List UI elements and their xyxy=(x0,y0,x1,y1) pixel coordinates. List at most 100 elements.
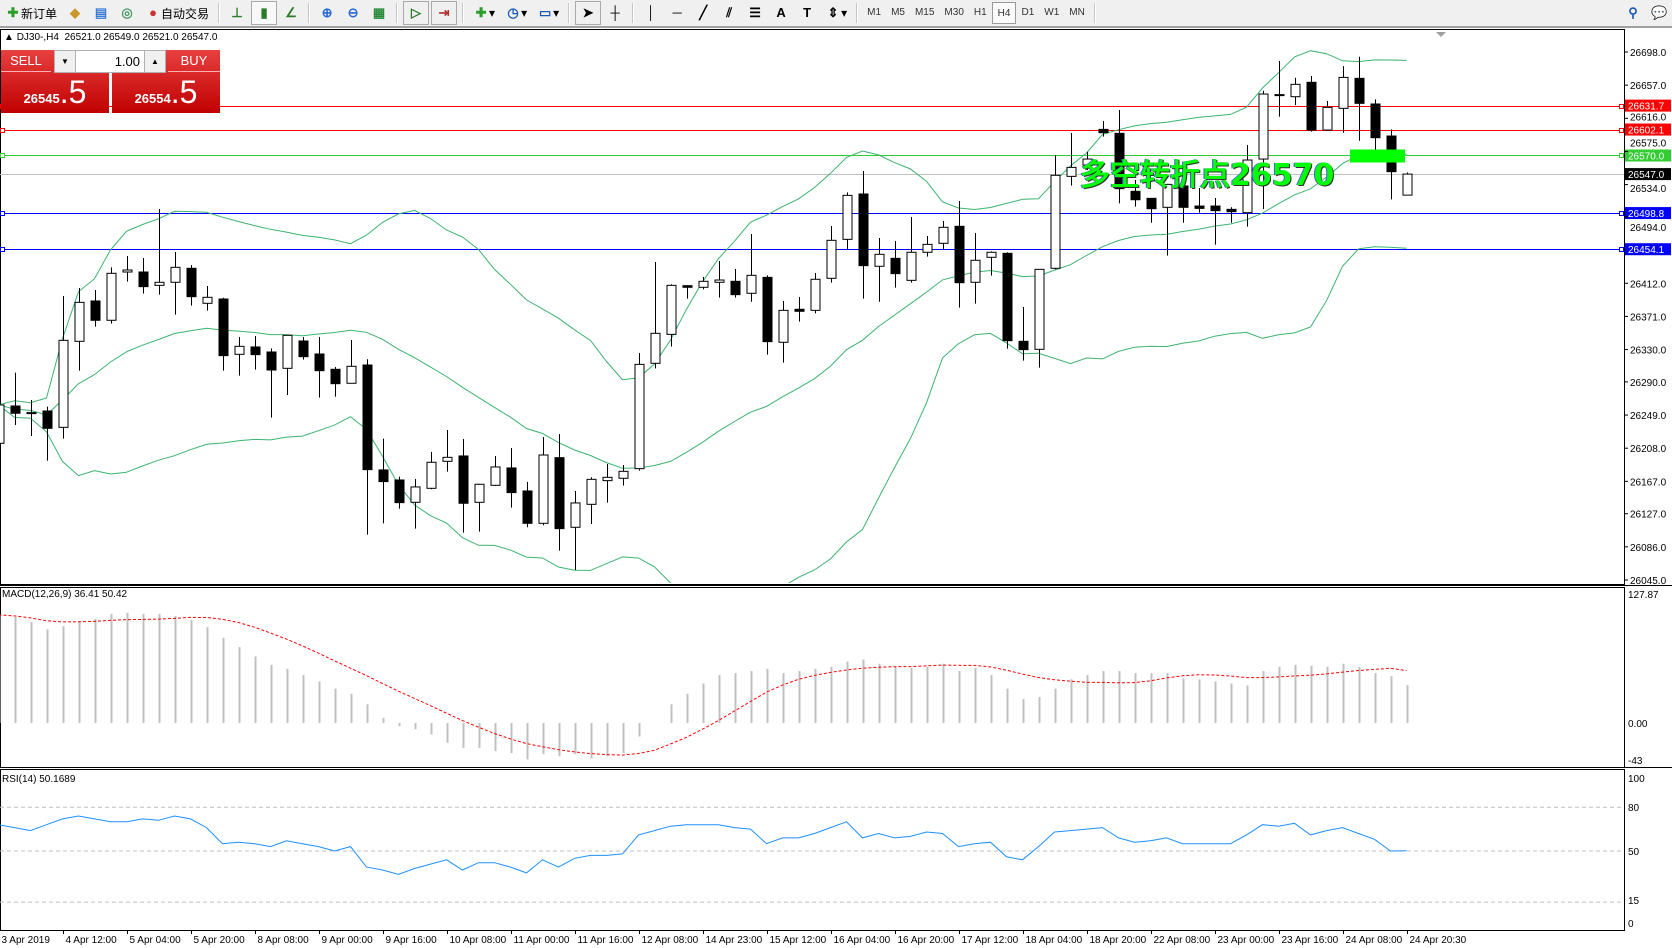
candle[interactable] xyxy=(1274,61,1285,117)
candle[interactable] xyxy=(506,447,517,508)
signals-button[interactable]: ◎ xyxy=(115,2,139,24)
candle[interactable] xyxy=(538,436,549,526)
candle[interactable] xyxy=(0,402,5,446)
candle[interactable] xyxy=(666,284,677,347)
collapse-triangle-icon[interactable]: ▲ xyxy=(4,32,17,43)
candle[interactable] xyxy=(1306,76,1317,132)
candle[interactable] xyxy=(986,251,997,276)
market-watch-button[interactable]: ◆ xyxy=(63,2,87,24)
line-anchor-handle[interactable] xyxy=(0,247,5,252)
candle[interactable] xyxy=(42,406,53,461)
candle[interactable] xyxy=(1018,307,1029,361)
line-chart-button[interactable]: ∠ xyxy=(279,2,303,24)
lot-increase-button[interactable]: ▲ xyxy=(151,57,159,66)
auto-trading-button[interactable]: ● 自动交易 xyxy=(141,2,213,24)
candle[interactable] xyxy=(858,171,869,299)
templates-button[interactable]: ▭ ▾ xyxy=(538,5,560,20)
candle[interactable] xyxy=(794,296,805,322)
candle[interactable] xyxy=(58,295,69,439)
lot-stepper[interactable]: ▼ 1.00 ▲ xyxy=(54,50,166,73)
candle[interactable] xyxy=(1242,144,1253,227)
candle[interactable] xyxy=(1114,110,1125,204)
candle[interactable] xyxy=(1066,133,1077,186)
zoom-out-button[interactable]: ⊖ xyxy=(341,2,365,24)
cursor-button[interactable]: ➤ xyxy=(575,1,602,25)
search-button[interactable]: ⚲ xyxy=(1621,2,1645,24)
candle[interactable] xyxy=(874,237,885,302)
zoom-in-button[interactable]: ⊕ xyxy=(315,2,339,24)
trendline-button[interactable]: ╱ xyxy=(691,2,715,24)
candle[interactable] xyxy=(890,240,901,288)
candle[interactable] xyxy=(826,226,837,283)
candle[interactable] xyxy=(1386,129,1397,200)
candle[interactable] xyxy=(74,288,85,371)
candle[interactable] xyxy=(1210,198,1221,245)
timeframe-mn[interactable]: MN xyxy=(1069,6,1085,18)
candle[interactable] xyxy=(1194,188,1205,213)
timeframe-m15[interactable]: M15 xyxy=(914,6,935,18)
new-order-button[interactable]: ✚ 新订单 xyxy=(1,2,61,24)
timeframe-m1[interactable]: M1 xyxy=(867,6,882,18)
candle[interactable] xyxy=(1226,207,1237,223)
candle[interactable] xyxy=(810,272,821,314)
candle[interactable] xyxy=(730,269,741,298)
line-anchor-handle[interactable] xyxy=(1619,211,1624,216)
candle[interactable] xyxy=(346,340,357,384)
candle[interactable] xyxy=(1050,155,1061,270)
candle[interactable] xyxy=(362,359,373,535)
candle[interactable] xyxy=(1162,183,1173,256)
candle[interactable] xyxy=(474,483,485,532)
candle[interactable] xyxy=(442,430,453,472)
candle[interactable] xyxy=(938,220,949,249)
candle[interactable] xyxy=(970,232,981,304)
candle[interactable] xyxy=(1002,252,1013,349)
candle[interactable] xyxy=(906,217,917,283)
equidistant-channel-button[interactable]: ⫽ xyxy=(717,2,741,24)
candle[interactable] xyxy=(1258,90,1269,210)
vertical-line-button[interactable]: │ xyxy=(639,2,663,24)
candle[interactable] xyxy=(1082,151,1093,171)
candle[interactable] xyxy=(154,209,165,295)
line-anchor-handle[interactable] xyxy=(1619,153,1624,158)
candle[interactable] xyxy=(1290,77,1301,106)
candle[interactable] xyxy=(26,400,37,436)
candle[interactable] xyxy=(586,477,597,524)
candle[interactable] xyxy=(714,261,725,298)
tile-windows-button[interactable]: ▦ xyxy=(367,2,391,24)
candle[interactable] xyxy=(650,261,661,369)
candle[interactable] xyxy=(570,490,581,570)
annotation-text[interactable]: 多空转折点26570 xyxy=(1080,158,1335,193)
candle[interactable] xyxy=(122,256,133,282)
candle[interactable] xyxy=(1370,99,1381,151)
candle[interactable] xyxy=(1034,268,1045,368)
candle[interactable] xyxy=(1338,66,1349,133)
line-anchor-handle[interactable] xyxy=(1619,128,1624,133)
candle[interactable] xyxy=(1322,100,1333,131)
candle[interactable] xyxy=(106,267,117,324)
chart-shift-marker-icon[interactable] xyxy=(1436,32,1446,37)
candle[interactable] xyxy=(1130,179,1141,207)
indicators-button[interactable]: ✚ ▾ xyxy=(469,2,499,24)
candle[interactable] xyxy=(1098,121,1109,137)
candle[interactable] xyxy=(922,235,933,257)
candle[interactable] xyxy=(1178,183,1189,223)
line-anchor-handle[interactable] xyxy=(0,211,5,216)
candle[interactable] xyxy=(746,234,757,302)
candle[interactable] xyxy=(1402,172,1413,196)
candle[interactable] xyxy=(698,277,709,290)
candle[interactable] xyxy=(522,481,533,528)
candle[interactable] xyxy=(282,334,293,395)
horizontal-line-button[interactable]: ─ xyxy=(665,2,689,24)
candle[interactable] xyxy=(842,192,853,249)
text-button[interactable]: A xyxy=(769,2,793,24)
candle[interactable] xyxy=(170,251,181,315)
line-anchor-handle[interactable] xyxy=(0,153,5,158)
candle[interactable] xyxy=(778,300,789,363)
candle[interactable] xyxy=(682,285,693,299)
line-anchor-handle[interactable] xyxy=(0,128,5,133)
timeframe-h4[interactable]: H4 xyxy=(991,2,1017,24)
timeframe-d1[interactable]: D1 xyxy=(1021,6,1035,18)
candlestick-button[interactable]: ▮ xyxy=(251,1,278,25)
arrows-button[interactable]: ⇕ ▾ xyxy=(821,2,851,24)
